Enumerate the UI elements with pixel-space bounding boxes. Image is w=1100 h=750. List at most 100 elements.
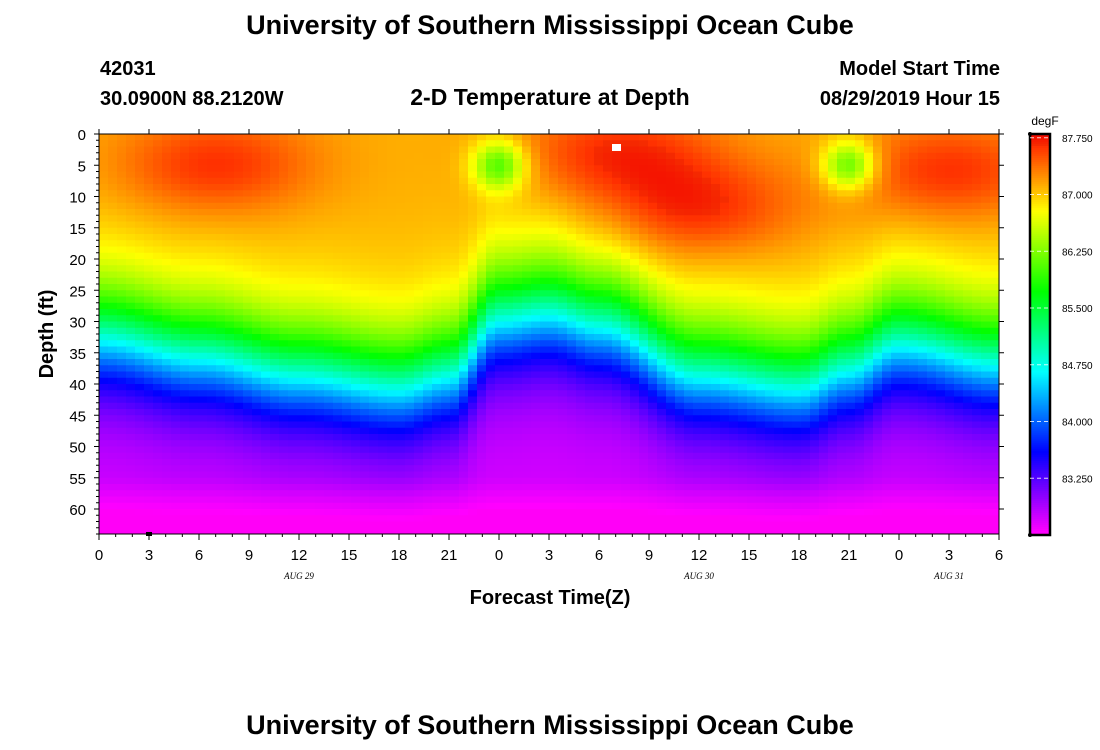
heatmap-cell [306,234,316,241]
heatmap-cell [99,240,109,248]
heatmap-cell [117,284,127,291]
heatmap-cell [297,521,307,529]
heatmap-cell [261,515,271,523]
heatmap-cell [792,284,802,291]
heatmap-cell [693,334,703,341]
heatmap-cell [648,365,658,373]
heatmap-cell [630,134,640,141]
heatmap-cell [441,184,451,191]
heatmap-cell [567,202,577,210]
heatmap-cell [603,502,613,510]
heatmap-cell [351,527,361,534]
heatmap-cell [702,259,712,266]
heatmap-cell [405,246,415,254]
heatmap-cell [513,221,523,229]
heatmap-cell [288,421,298,429]
heatmap-cell [477,421,487,429]
heatmap-cell [594,271,604,279]
heatmap-cell [216,271,226,279]
heatmap-cell [477,234,487,241]
heatmap-cell [657,302,667,310]
heatmap-cell [216,352,226,360]
heatmap-cell [684,396,694,404]
heatmap-cell [747,227,757,235]
heatmap-cell [270,471,280,479]
heatmap-cell [558,302,568,310]
heatmap-cell [279,459,289,466]
heatmap-cell [486,190,496,198]
heatmap-cell [531,146,541,154]
heatmap-cell [414,209,424,216]
heatmap-cell [603,396,613,404]
heatmap-cell [108,271,118,279]
heatmap-cell [279,221,289,229]
heatmap-cell [684,215,694,223]
heatmap-cell [702,271,712,279]
heatmap-cell [270,496,280,504]
heatmap-cell [666,296,676,304]
heatmap-cell [630,202,640,210]
heatmap-cell [207,384,217,391]
heatmap-cell [108,140,118,148]
heatmap-cell [495,327,505,335]
heatmap-cell [495,496,505,504]
heatmap-cell [207,340,217,348]
heatmap-cell [126,321,136,329]
heatmap-cell [387,465,397,473]
heatmap-cell [711,196,721,204]
heatmap-cell [450,415,460,423]
heatmap-cell [387,359,397,366]
heatmap-cell [630,184,640,191]
heatmap-cell [234,315,244,323]
heatmap-cell [702,465,712,473]
heatmap-cell [234,271,244,279]
heatmap-cell [387,171,397,179]
heatmap-cell [468,471,478,479]
heatmap-cell [621,421,631,429]
heatmap-cell [351,246,361,254]
heatmap-cell [585,190,595,198]
heatmap-cell [423,165,433,173]
heatmap-cell [117,515,127,523]
heatmap-cell [558,221,568,229]
heatmap-cell [567,240,577,248]
heatmap-cell [675,446,685,454]
heatmap-cell [648,184,658,191]
heatmap-cell [792,377,802,385]
heatmap-cell [522,209,532,216]
heatmap-cell [486,215,496,223]
heatmap-cell [477,171,487,179]
heatmap-cell [567,459,577,466]
heatmap-cell [486,171,496,179]
heatmap-cell [684,152,694,160]
heatmap-cell [783,327,793,335]
heatmap-cell [666,527,676,534]
heatmap-cell [351,427,361,435]
heatmap-cell [513,171,523,179]
heatmap-cell [225,159,235,166]
heatmap-cell [198,452,208,460]
heatmap-cell [315,446,325,454]
heatmap-cell [522,384,532,391]
heatmap-cell [765,177,775,185]
heatmap-cell [270,259,280,266]
heatmap-cell [297,152,307,160]
heatmap-cell [108,359,118,366]
heatmap-cell [324,384,334,391]
heatmap-cell [360,315,370,323]
heatmap-cell [594,209,604,216]
heatmap-cell [108,302,118,310]
heatmap-cell [630,452,640,460]
heatmap-cell [594,490,604,498]
heatmap-cell [432,196,442,204]
heatmap-cell [333,521,343,529]
heatmap-cell [756,352,766,360]
heatmap-cell [324,352,334,360]
heatmap-cell [765,227,775,235]
heatmap-cell [414,227,424,235]
heatmap-cell [765,252,775,260]
heatmap-cell [360,140,370,148]
heatmap-cell [504,402,514,410]
heatmap-cell [774,290,784,298]
heatmap-cell [612,459,622,466]
